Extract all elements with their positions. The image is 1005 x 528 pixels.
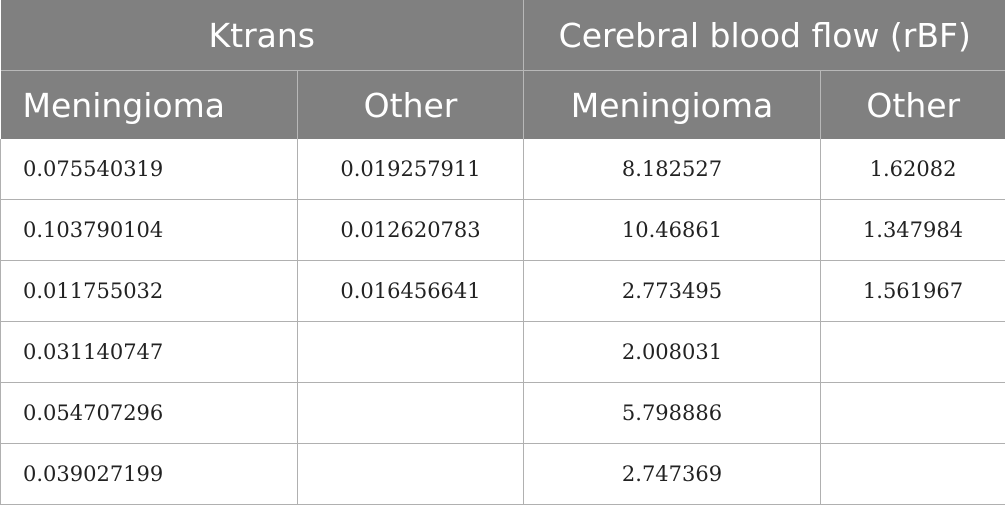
header-other-ktrans: Other [297,70,525,139]
data-table: Ktrans Cerebral blood flow (rBF) Meningi… [0,0,1005,505]
cell-ktrans-other [297,321,525,383]
table-row: 0.039027199 2.747369 [0,443,1005,505]
cell-ktrans-meningioma: 0.103790104 [0,199,298,261]
header-other-rbf: Other [820,70,1005,139]
table-row: 0.103790104 0.012620783 10.46861 1.34798… [0,199,1005,261]
header-ktrans: Ktrans [0,0,525,71]
cell-rbf-other: 1.561967 [820,260,1005,322]
cell-rbf-meningioma: 8.182527 [523,139,822,200]
cell-rbf-other [820,443,1005,505]
header-rbf: Cerebral blood flow (rBF) [523,0,1005,71]
cell-ktrans-meningioma: 0.039027199 [0,443,298,505]
cell-rbf-meningioma: 2.747369 [523,443,822,505]
cell-ktrans-meningioma: 0.075540319 [0,139,298,200]
cell-ktrans-other: 0.019257911 [297,139,525,200]
cell-rbf-other: 1.62082 [820,139,1005,200]
cell-ktrans-other [297,382,525,444]
cell-ktrans-meningioma: 0.031140747 [0,321,298,383]
header-meningioma-rbf: Meningioma [523,70,822,139]
header-subgroup-row: Meningioma Other Meningioma Other [0,70,1005,139]
table-row: 0.054707296 5.798886 [0,382,1005,444]
header-group-row: Ktrans Cerebral blood flow (rBF) [0,0,1005,71]
table-row: 0.011755032 0.016456641 2.773495 1.56196… [0,260,1005,322]
cell-rbf-other [820,321,1005,383]
table-row: 0.031140747 2.008031 [0,321,1005,383]
table-header: Ktrans Cerebral blood flow (rBF) Meningi… [0,0,1005,139]
cell-ktrans-meningioma: 0.011755032 [0,260,298,322]
cell-rbf-meningioma: 5.798886 [523,382,822,444]
table-row: 0.075540319 0.019257911 8.182527 1.62082 [0,139,1005,200]
cell-rbf-other [820,382,1005,444]
cell-ktrans-other: 0.012620783 [297,199,525,261]
cell-rbf-other: 1.347984 [820,199,1005,261]
cell-ktrans-other [297,443,525,505]
table-body: 0.075540319 0.019257911 8.182527 1.62082… [0,139,1005,505]
cell-ktrans-other: 0.016456641 [297,260,525,322]
header-meningioma-ktrans: Meningioma [0,70,298,139]
cell-rbf-meningioma: 2.008031 [523,321,822,383]
cell-rbf-meningioma: 2.773495 [523,260,822,322]
cell-rbf-meningioma: 10.46861 [523,199,822,261]
cell-ktrans-meningioma: 0.054707296 [0,382,298,444]
